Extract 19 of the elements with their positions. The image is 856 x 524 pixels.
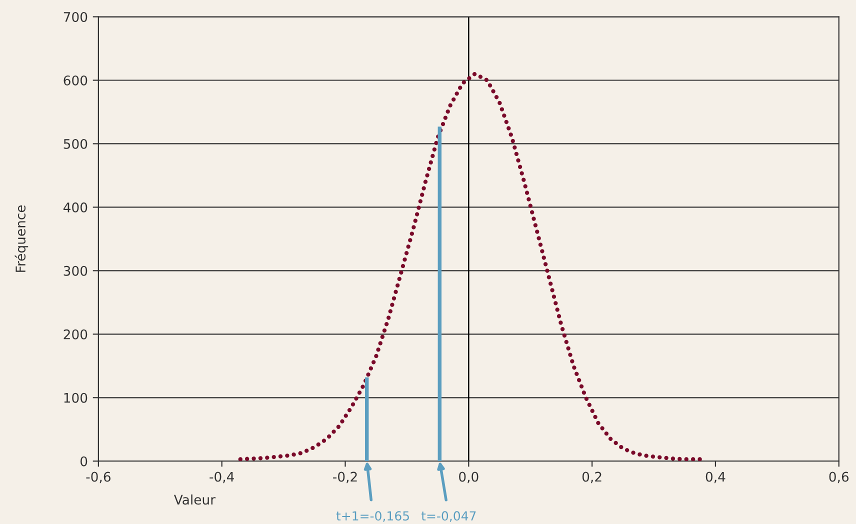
x-tick-label: 0,2 [582,472,602,484]
y-tick-label: 600 [64,75,88,86]
x-tick-label: -0,2 [333,472,357,484]
annotation: t+1=-0,165 [336,511,409,522]
y-tick-label: 100 [64,392,88,403]
x-tick-label: -0,4 [210,472,234,484]
x-tick-label: 0,4 [706,472,726,484]
y-tick-label: 700 [64,12,88,22]
x-tick-label: 0,6 [829,472,849,484]
y-tick-label: 200 [64,329,88,340]
y-tick-label: 0 [80,456,88,466]
y-axis-title: Fréquence [14,205,28,272]
x-tick-label: -0,6 [86,472,110,484]
x-axis-title: Valeur [174,494,216,505]
y-tick-label: 300 [64,266,88,276]
y-tick-label: 400 [63,202,88,212]
annotation: t=-0,047 [421,511,476,522]
x-tick-label: 0,0 [459,472,478,484]
y-tick-label: 500 [64,138,88,149]
